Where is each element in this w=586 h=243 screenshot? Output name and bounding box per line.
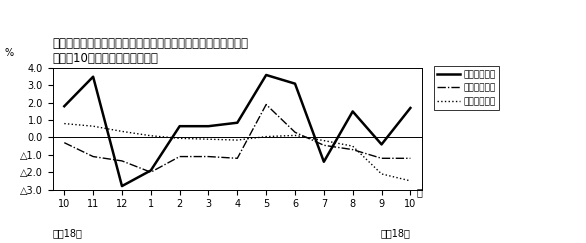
総実労働時間 xyxy=(291,131,298,134)
現金給与総額 xyxy=(263,74,270,77)
常用雇用指数 xyxy=(234,139,241,141)
総実労働時間 xyxy=(321,144,328,147)
常用雇用指数 xyxy=(291,134,298,137)
常用雇用指数 xyxy=(147,134,154,137)
総実労働時間 xyxy=(349,148,356,151)
総実労働時間 xyxy=(205,155,212,158)
現金給与総額 xyxy=(321,160,328,163)
総実労働時間 xyxy=(147,171,154,174)
総実労働時間 xyxy=(118,159,125,162)
Text: 第４図　　賃金、労働時間、常用雇用指数対前年同月比の推移
（規模10人以上　調査産業計）: 第４図 賃金、労働時間、常用雇用指数対前年同月比の推移 （規模10人以上 調査産… xyxy=(53,37,248,65)
現金給与総額 xyxy=(234,121,241,124)
Line: 総実労働時間: 総実労働時間 xyxy=(64,104,410,172)
総実労働時間 xyxy=(234,157,241,160)
総実労働時間 xyxy=(263,103,270,106)
現金給与総額 xyxy=(176,125,183,128)
現金給与総額 xyxy=(205,125,212,128)
現金給与総額 xyxy=(61,105,68,108)
Line: 常用雇用指数: 常用雇用指数 xyxy=(64,124,410,181)
現金給与総額 xyxy=(349,110,356,113)
現金給与総額 xyxy=(291,82,298,85)
現金給与総額 xyxy=(378,143,385,146)
常用雇用指数 xyxy=(90,125,97,128)
常用雇用指数 xyxy=(407,179,414,182)
Text: 月: 月 xyxy=(416,187,422,197)
総実労働時間 xyxy=(61,141,68,144)
常用雇用指数 xyxy=(205,138,212,141)
常用雇用指数 xyxy=(176,137,183,140)
総実労働時間 xyxy=(176,155,183,158)
常用雇用指数 xyxy=(118,130,125,133)
Text: 平成18年: 平成18年 xyxy=(53,228,83,238)
Text: %: % xyxy=(5,48,14,58)
Text: 平成18年: 平成18年 xyxy=(380,228,410,238)
常用雇用指数 xyxy=(378,173,385,175)
常用雇用指数 xyxy=(61,122,68,125)
現金給与総額 xyxy=(90,75,97,78)
Legend: 現金給与総額, 総実労働時間, 常用雇用指数: 現金給与総額, 総実労働時間, 常用雇用指数 xyxy=(434,67,499,110)
現金給与総額 xyxy=(407,106,414,109)
Line: 現金給与総額: 現金給与総額 xyxy=(64,75,410,186)
現金給与総額 xyxy=(118,185,125,188)
総実労働時間 xyxy=(90,155,97,158)
常用雇用指数 xyxy=(349,145,356,148)
総実労働時間 xyxy=(407,157,414,160)
常用雇用指数 xyxy=(321,139,328,142)
常用雇用指数 xyxy=(263,135,270,138)
総実労働時間 xyxy=(378,157,385,160)
現金給与総額 xyxy=(147,169,154,172)
